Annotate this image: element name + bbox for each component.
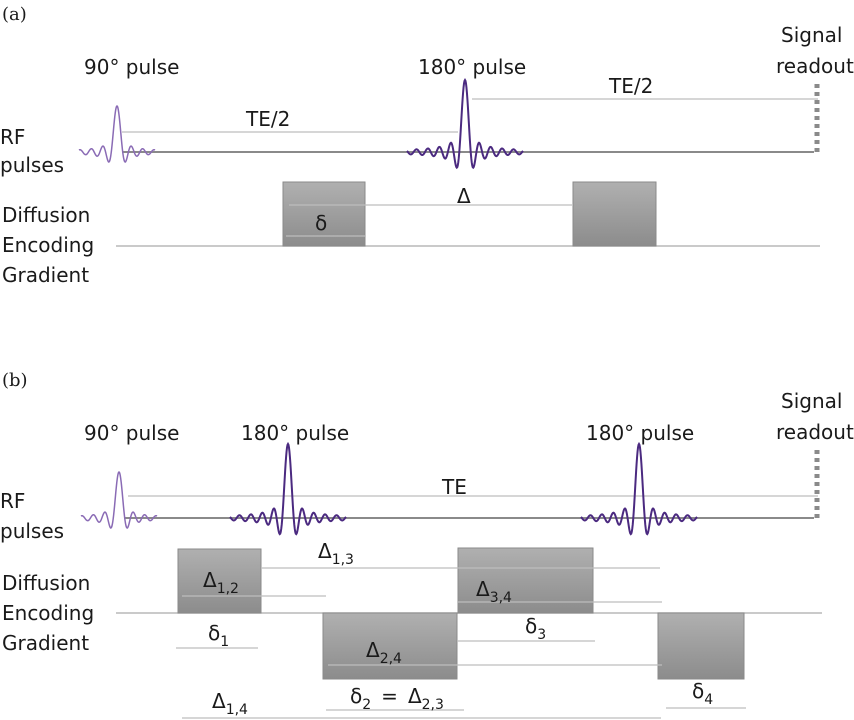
panel-a: (a) 90° pulse 180° pulse Signal readout … — [0, 4, 854, 287]
signal-label: Signal — [781, 23, 842, 47]
delta-34-label: Δ3,4 — [476, 577, 512, 606]
readout-label: readout — [776, 54, 854, 78]
pulse-180-waveform — [406, 77, 524, 170]
delta-24-label: Δ2,4 — [366, 638, 402, 667]
small-delta-label: δ — [315, 211, 327, 235]
diffusion-label: Diffusion — [2, 571, 90, 595]
rf-label: RF — [0, 125, 25, 149]
pulse-90-label: 90° pulse — [84, 421, 179, 445]
delta-12-label: Δ1,2 — [203, 568, 239, 597]
pulse-90-waveform — [80, 471, 158, 529]
delta-2-eq-label: δ2 = Δ2,3 — [350, 684, 444, 713]
readout-label: readout — [776, 420, 854, 444]
delta-3-label: δ3 — [525, 614, 546, 643]
pulses-label: pulses — [0, 519, 64, 543]
pulse-180-waveform-1 — [229, 441, 347, 536]
pulse-90-label: 90° pulse — [84, 55, 179, 79]
gradient-block-4 — [657, 612, 745, 680]
encoding-label: Encoding — [2, 233, 94, 257]
panel-b-label: (b) — [2, 370, 28, 391]
signal-label: Signal — [781, 389, 842, 413]
pulse-180-label: 180° pulse — [418, 55, 526, 79]
te-half-label-1: TE/2 — [245, 107, 290, 131]
pulse-90-waveform — [78, 105, 156, 163]
te-label: TE — [441, 475, 467, 499]
panel-b: (b) 90° pulse 180° pulse 180° pulse Sign… — [0, 370, 854, 719]
delta-14-label: Δ1,4 — [212, 689, 248, 718]
pulses-label: pulses — [0, 153, 64, 177]
delta-4-label: δ4 — [692, 679, 713, 708]
gradient-block-2 — [572, 181, 657, 247]
panel-a-label: (a) — [2, 4, 27, 25]
encoding-label: Encoding — [2, 601, 94, 625]
delta-label: Δ — [457, 184, 471, 208]
delta-13-label: Δ1,3 — [318, 539, 354, 568]
te-half-label-2: TE/2 — [608, 74, 653, 98]
gradient-block-1 — [177, 548, 262, 614]
gradient-label: Gradient — [2, 263, 89, 287]
gradient-block-2 — [322, 612, 458, 680]
rf-label: RF — [0, 489, 25, 513]
pulse-180-waveform-2 — [580, 441, 698, 536]
gradient-block-1 — [282, 181, 366, 247]
gradient-label: Gradient — [2, 631, 89, 655]
delta-1-label: δ1 — [208, 621, 229, 650]
pulse-180-label-1: 180° pulse — [241, 421, 349, 445]
diffusion-label: Diffusion — [2, 203, 90, 227]
pulse-180-label-2: 180° pulse — [586, 421, 694, 445]
